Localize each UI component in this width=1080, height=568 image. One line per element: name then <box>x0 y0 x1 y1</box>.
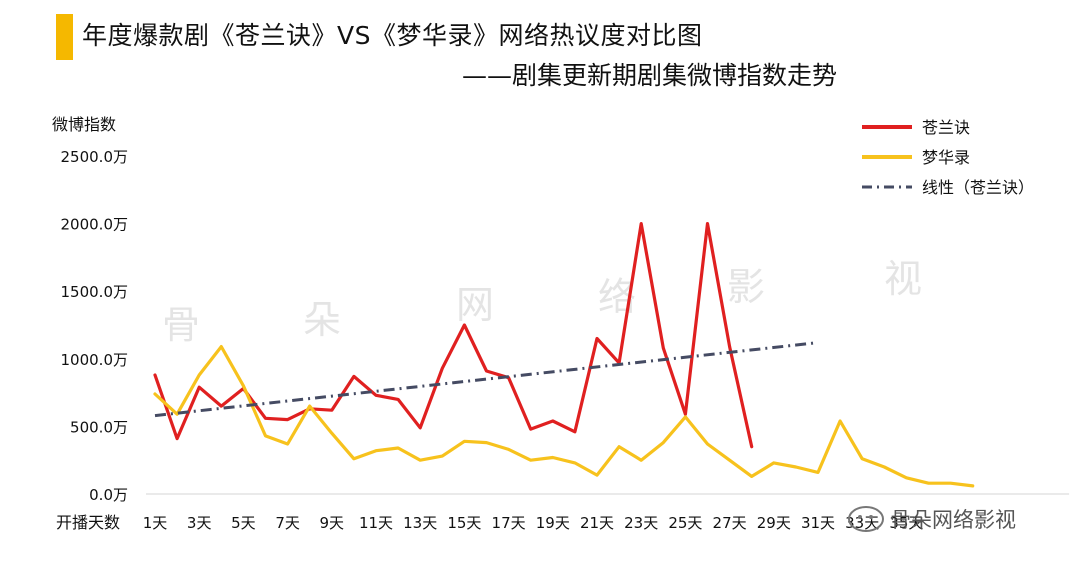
legend-label: 线性（苍兰诀） <box>922 178 1034 197</box>
y-tick-label: 1000.0万 <box>61 351 129 369</box>
y-axis-title: 微博指数 <box>52 115 116 134</box>
series-line <box>153 222 754 449</box>
x-tick-label: 17天 <box>492 514 526 532</box>
x-tick-label: 5天 <box>231 514 256 532</box>
watermark-char: 骨 <box>162 303 200 347</box>
legend-label: 苍兰诀 <box>922 118 970 137</box>
x-tick-label: 9天 <box>320 514 345 532</box>
x-tick-label: 13天 <box>403 514 437 532</box>
watermark-stamp-text: 骨朵网络影视 <box>890 508 1016 532</box>
wechat-icon-eye <box>858 515 862 519</box>
y-tick-labels: 0.0万 500.0万 1000.0万 1500.0万 2000.0万 2500.0万 <box>61 148 129 504</box>
watermark-stamp: 骨朵网络影视 <box>848 506 1016 532</box>
series-line <box>154 341 819 418</box>
watermark-char: 视 <box>884 257 922 301</box>
x-tick-label: 31天 <box>801 514 835 532</box>
x-tick-label: 21天 <box>580 514 614 532</box>
x-tick-label: 35天 <box>889 514 923 532</box>
title-accent-bar <box>56 14 73 60</box>
watermark-char: 朵 <box>303 298 341 342</box>
y-tick-label: 2500.0万 <box>61 148 129 166</box>
x-tick-label: 25天 <box>668 514 702 532</box>
x-tick-labels: 1天 3天 5天 7天 9天 11天 13天 15天 17天 19天 21天 23天 25天 27天 29天… <box>143 514 924 532</box>
x-tick-label: 1天 <box>143 514 168 532</box>
chart-subtitle: ——剧集更新期剧集微博指数走势 <box>462 61 838 90</box>
wechat-icon <box>848 506 884 532</box>
chart-title: 年度爆款剧《苍兰诀》VS《梦华录》网络热议度对比图 <box>82 21 703 50</box>
series-lines <box>153 222 975 488</box>
y-tick-label: 1500.0万 <box>61 283 129 301</box>
x-tick-label: 11天 <box>359 514 393 532</box>
watermark-char: 影 <box>727 265 765 309</box>
x-tick-label: 29天 <box>757 514 791 532</box>
y-tick-label: 2000.0万 <box>61 216 129 234</box>
series-line <box>153 345 975 488</box>
y-tick-label: 500.0万 <box>70 418 128 436</box>
x-tick-label: 3天 <box>187 514 212 532</box>
watermark-layer: 骨朵网络影视 <box>162 257 922 347</box>
x-tick-label: 27天 <box>713 514 747 532</box>
x-tick-label: 19天 <box>536 514 570 532</box>
x-axis-title: 开播天数 <box>56 513 120 532</box>
wechat-icon-eye <box>869 515 873 519</box>
x-tick-label: 7天 <box>275 514 300 532</box>
legend-label: 梦华录 <box>922 148 970 167</box>
watermark-char: 网 <box>456 283 494 327</box>
x-tick-label: 23天 <box>624 514 658 532</box>
x-tick-label: 15天 <box>447 514 481 532</box>
y-tick-label: 0.0万 <box>89 486 128 504</box>
